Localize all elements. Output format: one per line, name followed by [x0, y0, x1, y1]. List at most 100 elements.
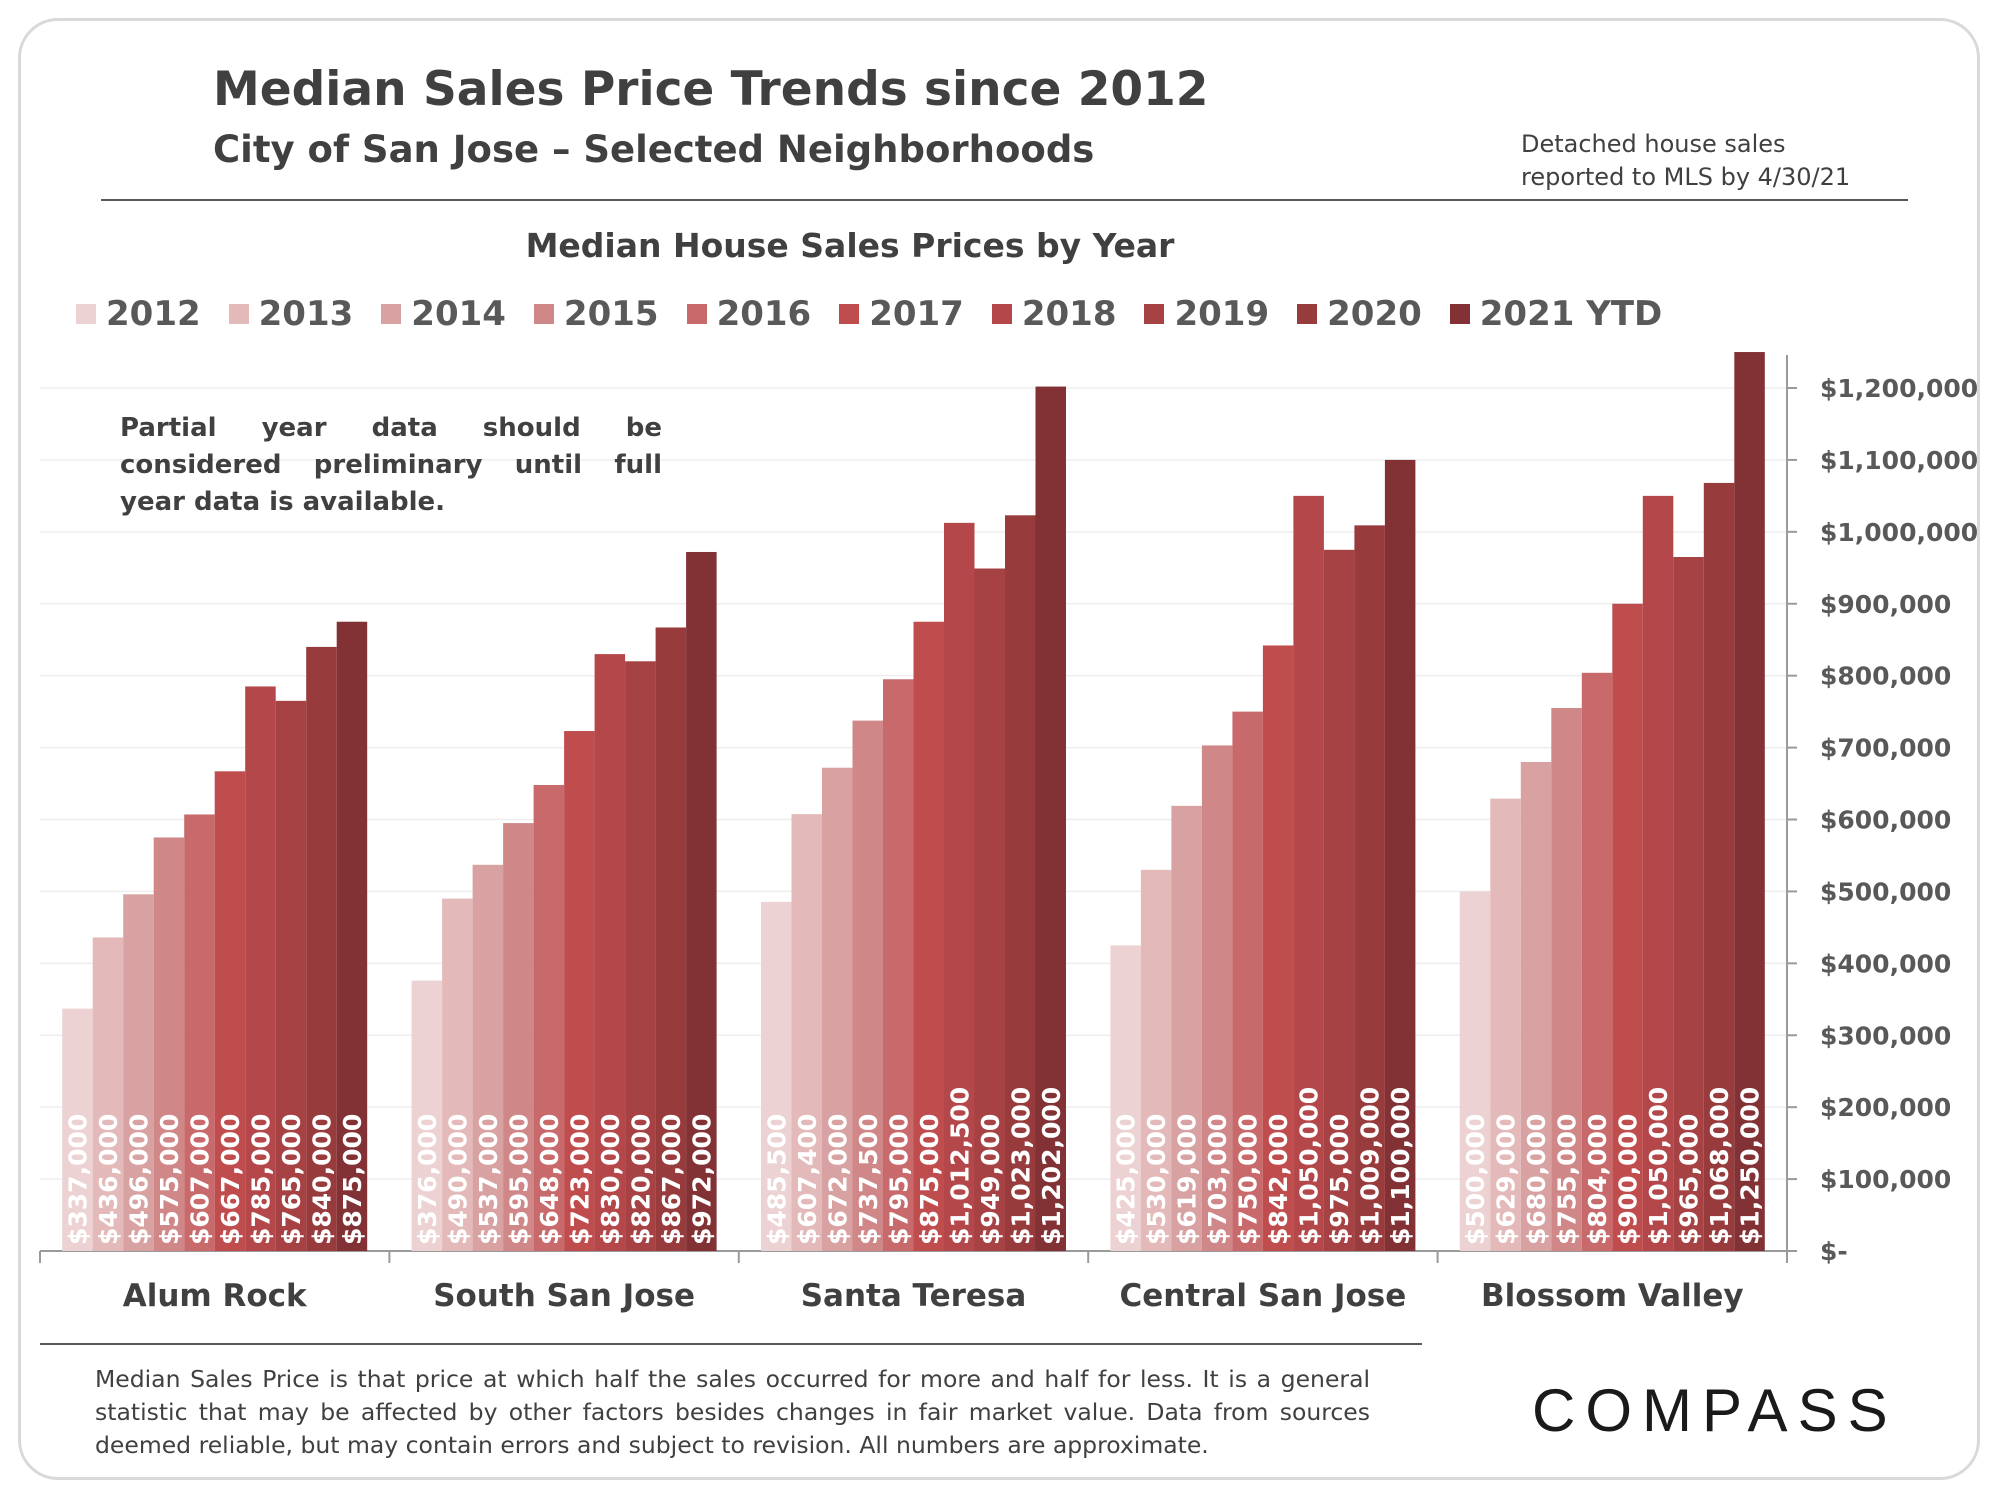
- bar-santa-teresa-2019: [974, 568, 1005, 1251]
- bar-value-label: $1,068,000: [1705, 1087, 1734, 1245]
- bar-blossom-valley-2013: [1490, 798, 1521, 1251]
- bar-value-label: $490,000: [443, 1114, 472, 1245]
- bar-value-label: $820,000: [626, 1114, 655, 1245]
- bar-value-label: $436,000: [94, 1114, 123, 1245]
- bar-value-label: $648,000: [535, 1114, 564, 1245]
- bar-value-label: $1,050,000: [1644, 1087, 1673, 1245]
- bar-value-label: $1,009,000: [1356, 1087, 1385, 1245]
- bar-blossom-valley-2012: [1459, 891, 1491, 1251]
- footer-divider: [40, 1343, 1422, 1345]
- bar-alum-rock-2018: [245, 686, 276, 1251]
- bar-value-label: $975,000: [1325, 1114, 1354, 1245]
- legend-swatch: [1449, 304, 1470, 324]
- bar-value-label: $867,000: [657, 1114, 686, 1245]
- bar-value-label: $755,000: [1553, 1114, 1582, 1245]
- y-tick-label: $500,000: [1820, 877, 1951, 906]
- legend-swatch: [839, 304, 860, 324]
- bar-value-label: $949,000: [976, 1114, 1005, 1245]
- bar-alum-rock-2020: [306, 646, 337, 1251]
- partial-year-note: Partial year data should be considered p…: [120, 413, 662, 517]
- bar-value-label: $575,000: [155, 1114, 184, 1245]
- data-source-note: Detached house sales reported to MLS by …: [1521, 128, 1850, 194]
- legend-label: 2014: [411, 294, 506, 334]
- legend-item-2013: 2013: [228, 294, 354, 334]
- bar-south-san-jose-2017: [564, 731, 595, 1251]
- bar-central-san-jose-2019: [1323, 549, 1355, 1251]
- bar-value-label: $1,050,000: [1295, 1087, 1324, 1245]
- data-source-note-line1: Detached house sales: [1521, 130, 1786, 158]
- bar-south-san-jose-2015: [503, 823, 534, 1251]
- legend-swatch: [991, 304, 1012, 324]
- legend-swatch: [1297, 304, 1318, 324]
- bar-value-label: $1,202,000: [1037, 1087, 1066, 1245]
- bar-value-label: $607,400: [793, 1114, 822, 1245]
- bar-value-label: $595,000: [504, 1114, 533, 1245]
- bar-value-label: $496,000: [124, 1114, 153, 1245]
- bar-value-label: $530,000: [1142, 1114, 1171, 1245]
- bar-central-san-jose-2014: [1171, 805, 1202, 1251]
- bar-value-label: $875,000: [915, 1114, 944, 1245]
- bar-value-label: $667,000: [216, 1114, 245, 1245]
- bar-central-san-jose-2012: [1110, 945, 1141, 1251]
- bar-blossom-valley-2014: [1520, 761, 1552, 1251]
- bar-value-label: $750,000: [1234, 1114, 1263, 1245]
- bar-value-label: $875,000: [338, 1114, 367, 1245]
- bar-santa-teresa-2020: [1005, 515, 1036, 1251]
- bar-central-san-jose-2013: [1140, 869, 1172, 1251]
- bar-santa-teresa-2013: [791, 814, 822, 1251]
- legend-item-2012: 2012: [76, 294, 201, 334]
- bar-value-label: $1,100,000: [1386, 1087, 1415, 1245]
- bar-blossom-valley-2016: [1581, 672, 1613, 1251]
- bar-alum-rock-2012: [62, 1008, 93, 1251]
- bar-value-label: $337,000: [63, 1114, 92, 1245]
- bar-value-label: $500,000: [1461, 1114, 1490, 1245]
- bar-south-san-jose-2014: [472, 864, 504, 1251]
- x-category-label: Central San Jose: [1120, 1278, 1407, 1314]
- bar-value-label: $830,000: [596, 1114, 625, 1245]
- y-tick-label: $1,200,000: [1820, 374, 1978, 403]
- bar-south-san-jose-2019: [625, 661, 656, 1251]
- y-tick-label: $1,000,000: [1820, 518, 1978, 547]
- y-tick-label: $100,000: [1820, 1165, 1951, 1194]
- bar-south-san-jose-2013: [442, 898, 473, 1251]
- y-tick-label: $200,000: [1820, 1093, 1951, 1122]
- bar-central-san-jose-2018: [1293, 495, 1324, 1251]
- y-tick-label: $600,000: [1820, 806, 1951, 835]
- bar-central-san-jose-2015: [1201, 745, 1233, 1251]
- bar-santa-teresa-2018: [944, 522, 975, 1251]
- legend-label: 2018: [1021, 294, 1117, 334]
- x-category-label: Blossom Valley: [1481, 1278, 1744, 1314]
- compass-logo: COMPASS: [1532, 1377, 1898, 1444]
- bar-blossom-valley-2017: [1612, 603, 1643, 1251]
- bar-central-san-jose-2016: [1232, 711, 1263, 1251]
- bar-value-label: $619,000: [1173, 1114, 1202, 1245]
- bar-value-label: $1,023,000: [1006, 1087, 1035, 1245]
- bar-value-label: $723,000: [565, 1114, 594, 1245]
- legend-swatch: [533, 304, 554, 324]
- y-tick-label: $300,000: [1820, 1021, 1951, 1050]
- bar-value-label: $1,012,500: [945, 1087, 974, 1245]
- bar-value-label: $765,000: [277, 1114, 306, 1245]
- legend-label: 2015: [563, 294, 659, 334]
- bar-value-label: $737,500: [854, 1114, 883, 1245]
- chart-legend: 2012 2013 2014 2015 2016 2017 2018 2019 2020 2021…: [76, 292, 1690, 336]
- legend-swatch: [381, 304, 402, 324]
- legend-label: 2013: [258, 294, 354, 334]
- legend-item-2015: 2015: [533, 294, 659, 334]
- legend-item-2020: 2020: [1297, 294, 1422, 334]
- bar-value-label: $972,000: [687, 1114, 716, 1245]
- bar-value-label: $785,000: [246, 1114, 275, 1245]
- bar-alum-rock-2013: [92, 937, 124, 1251]
- bar-value-label: $804,000: [1583, 1114, 1612, 1245]
- legend-swatch: [686, 304, 707, 324]
- legend-swatch: [228, 304, 249, 324]
- legend-swatch: [76, 304, 96, 324]
- y-tick-label: $400,000: [1820, 949, 1951, 978]
- bar-blossom-valley-2020: [1703, 482, 1735, 1251]
- y-tick-label: $700,000: [1820, 734, 1951, 763]
- bar-value-label: $703,000: [1203, 1114, 1232, 1245]
- bar-value-label: $842,000: [1264, 1114, 1293, 1245]
- legend-item-2021-ytd: 2021 YTD: [1449, 294, 1662, 334]
- legend-item-2019: 2019: [1144, 294, 1269, 334]
